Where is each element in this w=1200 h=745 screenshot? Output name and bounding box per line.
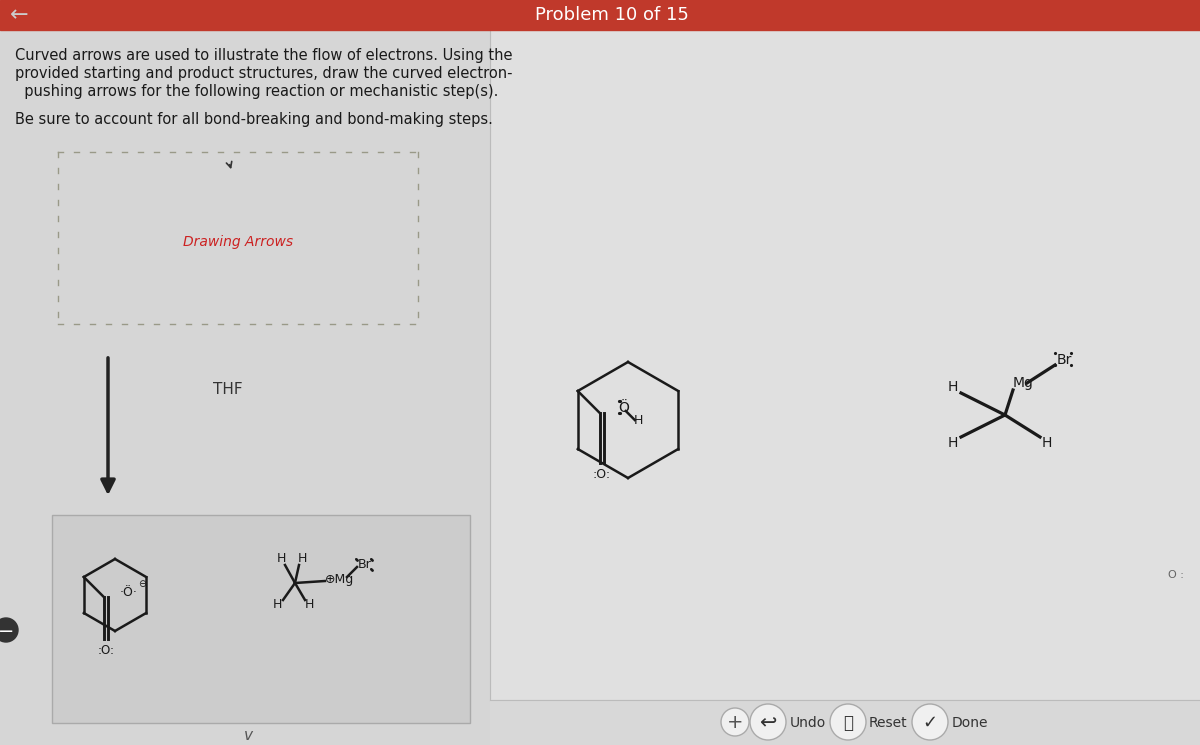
Text: ⊕Mg: ⊕Mg	[325, 572, 354, 586]
Text: THF: THF	[214, 382, 242, 398]
Text: +: +	[727, 714, 743, 732]
Text: H: H	[948, 380, 958, 394]
Bar	[0, 0, 1200, 30]
Text: ·Ö·: ·Ö·	[120, 586, 138, 598]
Text: Done: Done	[952, 716, 989, 730]
Text: H: H	[1042, 436, 1052, 450]
Text: pushing arrows for the following reaction or mechanistic step(s).: pushing arrows for the following reactio…	[14, 84, 498, 99]
Text: H: H	[948, 436, 958, 450]
Text: ←: ←	[10, 5, 29, 25]
Text: v: v	[244, 728, 252, 743]
Circle shape	[912, 704, 948, 740]
Text: H: H	[276, 553, 286, 565]
Text: Ö: Ö	[618, 401, 629, 415]
Bar	[52, 515, 470, 723]
Text: ⊖: ⊖	[138, 579, 146, 589]
Bar	[0, 30, 490, 745]
Text: ✓: ✓	[923, 714, 937, 732]
Text: Drawing Arrows: Drawing Arrows	[182, 235, 293, 249]
Text: H: H	[634, 413, 643, 426]
Text: H: H	[272, 598, 282, 612]
Text: Problem 10 of 15: Problem 10 of 15	[535, 6, 689, 24]
Circle shape	[721, 708, 749, 736]
Text: ↩: ↩	[760, 713, 776, 733]
Text: :O:: :O:	[593, 468, 611, 481]
Text: Curved arrows are used to illustrate the flow of electrons. Using the: Curved arrows are used to illustrate the…	[14, 48, 512, 63]
Circle shape	[750, 704, 786, 740]
Text: Mg: Mg	[1013, 376, 1034, 390]
Text: Br: Br	[1057, 353, 1073, 367]
Circle shape	[830, 704, 866, 740]
Text: H: H	[298, 553, 307, 565]
Text: −: −	[0, 621, 14, 641]
Text: Reset: Reset	[869, 716, 907, 730]
Text: provided starting and product structures, draw the curved electron-: provided starting and product structures…	[14, 66, 512, 81]
Bar	[490, 700, 1200, 745]
Text: H: H	[305, 598, 313, 612]
Text: Br: Br	[358, 559, 372, 571]
Text: :O:: :O:	[97, 644, 114, 657]
Text: O :: O :	[1168, 570, 1184, 580]
Text: 🗑: 🗑	[842, 714, 853, 732]
Text: Be sure to account for all bond-breaking and bond-making steps.: Be sure to account for all bond-breaking…	[14, 112, 493, 127]
Text: Undo: Undo	[790, 716, 826, 730]
Circle shape	[0, 618, 18, 642]
